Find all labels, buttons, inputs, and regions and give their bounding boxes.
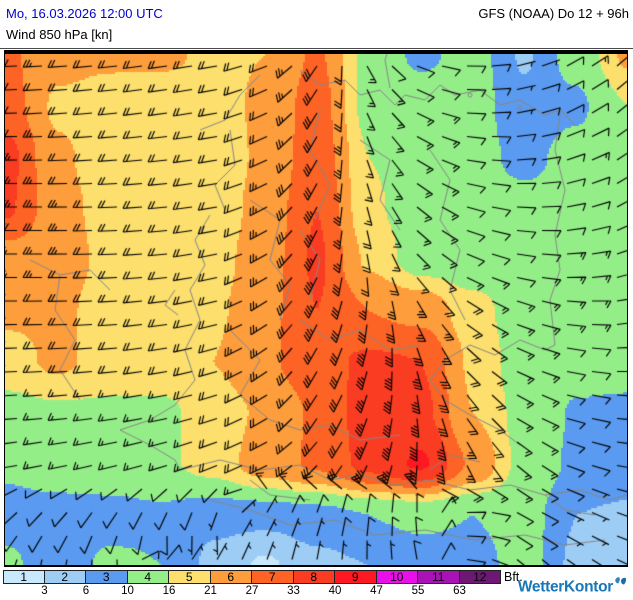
legend-cell: 10 bbox=[376, 570, 418, 584]
legend-cell: 7 bbox=[252, 570, 294, 584]
knot-threshold-label: 16 bbox=[162, 585, 176, 597]
model-run-label: GFS (NOAA) Do 12 + 96h bbox=[478, 6, 629, 21]
legend-cell: 12 bbox=[459, 570, 501, 584]
legend-cell: 9 bbox=[335, 570, 377, 584]
knot-threshold-label: 27 bbox=[245, 585, 259, 597]
legend-cell: 3 bbox=[86, 570, 128, 584]
knot-threshold-label: 3 bbox=[41, 585, 48, 597]
knot-threshold-label: 40 bbox=[328, 585, 342, 597]
legend-cell: 5 bbox=[169, 570, 211, 584]
legend-cell: 6 bbox=[210, 570, 252, 584]
legend-cell: 1 bbox=[3, 570, 45, 584]
valid-datetime-label: Mo, 16.03.2026 12:00 UTC bbox=[6, 6, 163, 21]
wetterkontor-icon bbox=[615, 577, 627, 585]
knot-threshold-label: 21 bbox=[204, 585, 217, 597]
beaufort-unit-label: Bft. bbox=[504, 570, 523, 584]
beaufort-color-scale: 1 2 3 4 5 6 7 8 9 10 11 12 bbox=[3, 570, 501, 584]
map-frame bbox=[4, 50, 628, 567]
knot-threshold-label: 63 bbox=[453, 585, 466, 597]
wind-map-canvas bbox=[5, 54, 627, 565]
parameter-label: Wind 850 hPa [kn] bbox=[6, 27, 113, 42]
knot-threshold-label: 47 bbox=[370, 585, 383, 597]
knot-threshold-label: 55 bbox=[411, 585, 425, 597]
knot-threshold-label: 33 bbox=[287, 585, 300, 597]
knot-threshold-label: 10 bbox=[121, 585, 134, 597]
header-divider bbox=[0, 48, 633, 49]
legend-cell: 11 bbox=[418, 570, 460, 584]
wetterkontor-logo[interactable]: WetterKontor bbox=[518, 574, 627, 596]
legend-cell: 4 bbox=[127, 570, 169, 584]
wetterkontor-logo-text: WetterKontor bbox=[517, 578, 613, 596]
knot-threshold-label: 6 bbox=[82, 585, 90, 597]
legend-cell: 2 bbox=[44, 570, 86, 584]
legend-cell: 8 bbox=[293, 570, 335, 584]
legend: 1 2 3 4 5 6 7 8 9 10 11 12 3 6 10 16 21 27 33 40 47 55 63 bbox=[3, 570, 543, 600]
